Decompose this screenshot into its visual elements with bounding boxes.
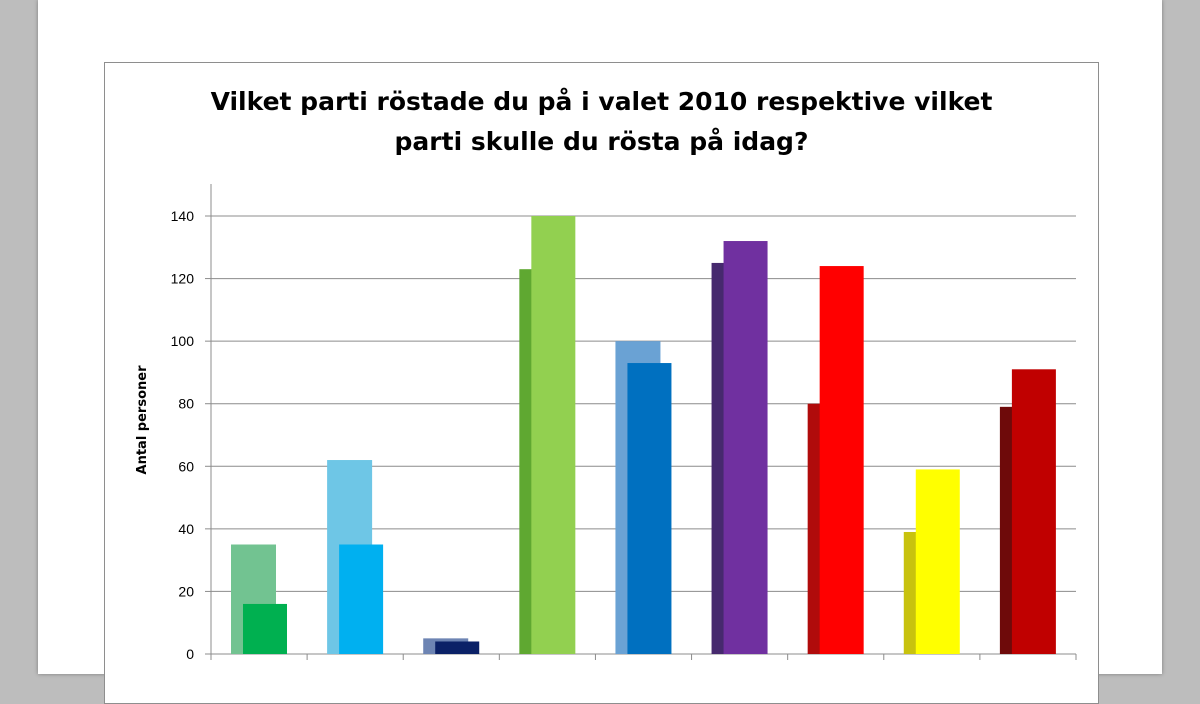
y-tick-label: 140 — [171, 208, 195, 224]
bar-idag — [339, 544, 384, 654]
bar-idag — [531, 216, 576, 654]
y-axis-title: Antal personer — [135, 365, 150, 475]
y-tick-label: 20 — [178, 583, 194, 599]
bar-idag — [915, 469, 960, 654]
bar-idag — [435, 641, 480, 654]
bar-idag — [243, 603, 287, 654]
y-tick-label: 80 — [178, 396, 194, 412]
y-tick-label: 100 — [171, 333, 195, 349]
chart-title-line-2: parti skulle du rösta på idag? — [394, 127, 809, 156]
y-tick-label: 60 — [178, 458, 194, 474]
y-tick-label: 120 — [171, 271, 195, 287]
bar-idag — [1011, 369, 1056, 654]
chart-title-line-1: Vilket parti röstade du på i valet 2010 … — [210, 87, 993, 116]
bar-idag — [819, 266, 864, 654]
bar-idag — [723, 241, 768, 654]
y-tick-label: 40 — [178, 521, 194, 537]
y-tick-label: 0 — [186, 646, 194, 662]
chart-title: Vilket parti röstade du på i valet 2010 … — [104, 82, 1099, 162]
bar-idag — [627, 363, 672, 654]
bar-chart: 0 20 40 60 80 100 120 140 Antal personer — [135, 184, 1077, 662]
